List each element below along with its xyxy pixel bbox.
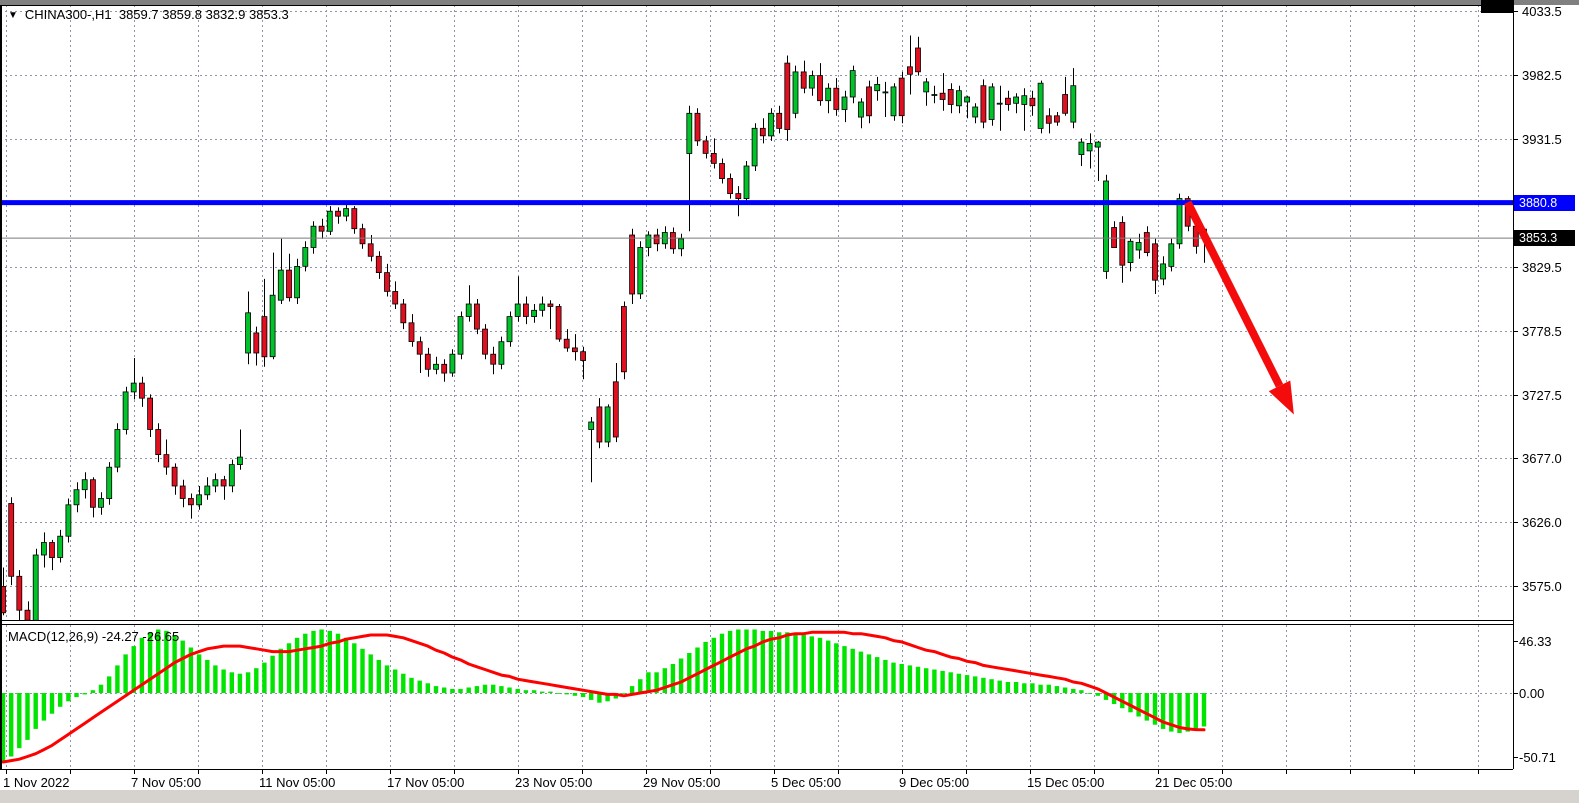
- price-axis-label: 3982.5: [1522, 67, 1562, 83]
- time-axis-label: 9 Dec 05:00: [899, 775, 970, 790]
- price-axis-label: 3727.5: [1522, 387, 1562, 403]
- price-axis-label: 4033.5: [1522, 4, 1562, 19]
- macd-signal-line: [1, 630, 1206, 764]
- time-axis-label: 23 Nov 05:00: [515, 775, 593, 790]
- symbol-period-label: CHINA300-,H1: [24, 7, 112, 22]
- macd-histogram: [0, 629, 1207, 762]
- price-axis-label: 3829.5: [1522, 259, 1562, 275]
- price-axis-label: 3931.5: [1522, 131, 1562, 147]
- price-axis-label: 3575.0: [1522, 579, 1562, 595]
- window-bottom-edge: [0, 790, 1579, 803]
- macd-axis-label: 0.00: [1519, 686, 1545, 701]
- time-axis-label: 1 Nov 2022: [3, 775, 70, 790]
- time-axis-label: 5 Dec 05:00: [771, 775, 842, 790]
- chart-title: ▼ CHINA300-,H1 3859.7 3859.8 3832.9 3853.…: [8, 7, 289, 22]
- chart-corner-box: [1481, 0, 1514, 13]
- price-axis-label: 3677.0: [1522, 451, 1562, 467]
- left-border: [0, 5, 2, 769]
- axis-ticks: [6, 11, 1518, 774]
- panel-separators: [0, 5, 1513, 770]
- price-axis-label: 3626.0: [1522, 515, 1562, 531]
- down-arrow-annotation[interactable]: [1184, 200, 1294, 415]
- time-axis-label: 7 Nov 05:00: [131, 775, 202, 790]
- current-price-badge: 3853.3: [1514, 230, 1575, 247]
- macd-indicator-label: MACD(12,26,9) -24.27 -26.65: [8, 629, 180, 644]
- symbol-dropdown-icon[interactable]: ▼: [8, 10, 18, 21]
- window-top-edge: [0, 0, 1579, 5]
- price-axis-label: 3778.5: [1522, 323, 1562, 339]
- time-axis-label: 11 Nov 05:00: [259, 775, 336, 790]
- macd-axis-label: -50.71: [1519, 750, 1556, 765]
- resistance-price-badge: 3880.8: [1514, 194, 1575, 211]
- time-axis-label: 17 Nov 05:00: [387, 775, 465, 790]
- time-axis-label: 15 Dec 05:00: [1027, 775, 1105, 790]
- time-axis-label: 21 Dec 05:00: [1155, 775, 1233, 790]
- time-axis-label: 29 Nov 05:00: [643, 775, 721, 790]
- candlestick-series: [0, 35, 1207, 620]
- macd-axis-label: 46.33: [1519, 634, 1552, 649]
- title-ohlc-values: 3859.7 3859.8 3832.9 3853.3: [118, 7, 289, 22]
